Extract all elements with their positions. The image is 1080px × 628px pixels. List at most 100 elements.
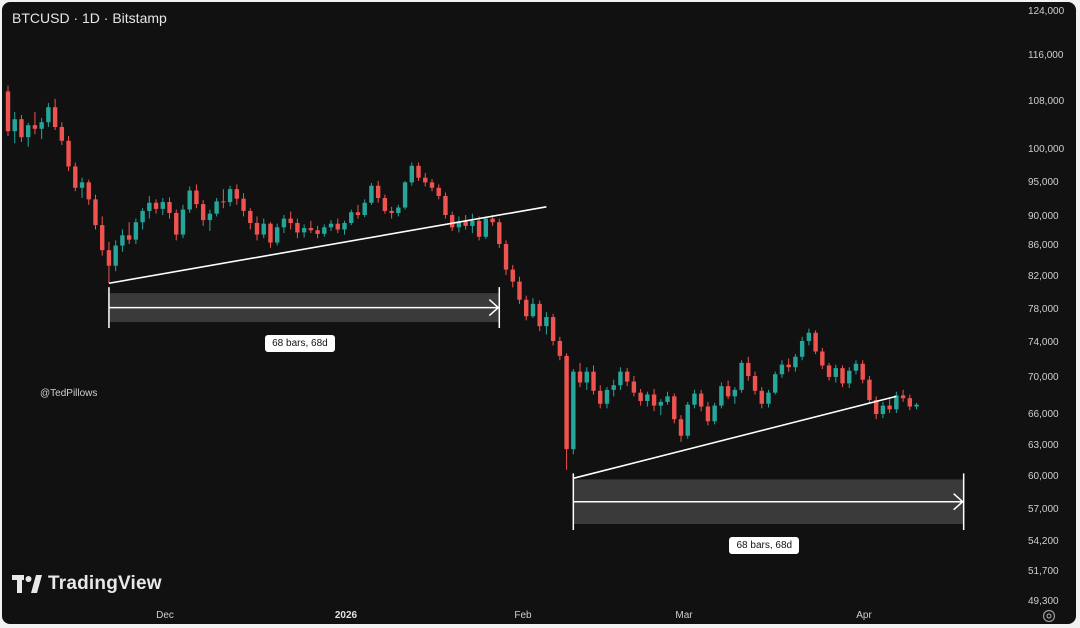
candle-up xyxy=(692,389,697,409)
range-measure-label: 68 bars, 68d xyxy=(265,335,335,353)
price-tick-label: 100,000 xyxy=(1028,144,1065,155)
candle-down xyxy=(59,122,65,145)
chart-title: BTCUSD · 1D · Bitstamp xyxy=(12,10,167,26)
candle-down xyxy=(476,216,482,241)
candle-down xyxy=(86,179,91,205)
author-handle: @TedPillows xyxy=(40,388,98,399)
price-tick-label: 78,000 xyxy=(1028,304,1059,315)
price-tick-label: 108,000 xyxy=(1028,96,1065,107)
candle-up xyxy=(187,186,192,213)
candle-up xyxy=(853,360,859,375)
candle-down xyxy=(651,388,657,412)
candle-up xyxy=(847,367,852,389)
candle-down xyxy=(73,162,78,192)
candle-down xyxy=(106,241,112,284)
candle-up xyxy=(806,328,812,346)
range-layer xyxy=(108,287,965,530)
candle-up xyxy=(160,198,165,215)
candle-down xyxy=(126,222,132,244)
candle-down xyxy=(826,362,832,381)
candle-up xyxy=(799,336,805,361)
price-tick-label: 60,000 xyxy=(1028,471,1059,482)
price-tick-label: 57,000 xyxy=(1028,504,1059,515)
candle-down xyxy=(672,393,677,424)
candle-up xyxy=(322,224,327,237)
candle-down xyxy=(19,115,24,142)
candle-up xyxy=(470,213,475,234)
candle-down xyxy=(389,206,394,219)
candle-down xyxy=(698,389,704,412)
candle-up xyxy=(530,298,536,318)
time-tick-label: Feb xyxy=(514,610,532,621)
candle-down xyxy=(907,394,913,411)
candle-down xyxy=(66,136,71,172)
candle-up xyxy=(914,402,919,410)
candle-down xyxy=(759,387,764,409)
candle-up xyxy=(261,218,266,239)
price-tick-label: 116,000 xyxy=(1028,50,1064,61)
candle-down xyxy=(268,222,273,248)
candle-down xyxy=(315,225,320,239)
candle-up xyxy=(79,177,85,198)
candle-up xyxy=(712,402,717,425)
candle-down xyxy=(900,389,906,402)
candle-up xyxy=(779,360,785,378)
candle-up xyxy=(227,185,233,207)
candle-down xyxy=(820,348,825,369)
candle-down xyxy=(335,218,340,234)
candle-up xyxy=(833,364,838,383)
candle-down xyxy=(288,211,293,230)
candle-down xyxy=(423,173,428,187)
candle-down xyxy=(497,218,502,248)
trendline-layer[interactable] xyxy=(108,206,897,480)
candle-down xyxy=(443,192,448,219)
time-tick-label: Apr xyxy=(856,610,872,621)
time-axis[interactable]: Dec 2026 Feb Mar Apr xyxy=(156,610,872,621)
candle-up xyxy=(140,208,145,230)
candle-up xyxy=(719,382,724,409)
candle-down xyxy=(550,313,556,346)
trendline[interactable] xyxy=(108,206,547,285)
price-tick-label: 70,000 xyxy=(1028,372,1059,383)
candle-down xyxy=(524,295,529,321)
candle-up xyxy=(544,312,549,335)
time-tick-label: Dec xyxy=(156,610,174,621)
tradingview-brand-text: TradingView xyxy=(48,573,162,594)
tradingview-logo-icon xyxy=(12,575,42,593)
candle-down xyxy=(167,197,172,219)
candle-down xyxy=(705,401,711,426)
candle-up xyxy=(207,209,213,231)
price-tick-label: 66,000 xyxy=(1028,409,1059,420)
price-tick-label: 90,000 xyxy=(1028,211,1059,222)
candle-up xyxy=(665,391,670,405)
candle-down xyxy=(221,189,226,209)
candle-down xyxy=(598,385,603,409)
candle-up xyxy=(281,215,287,234)
candle-down xyxy=(200,200,206,226)
candle-down xyxy=(786,358,791,372)
price-axis[interactable]: 124,000 116,000 108,000 100,000 95,000 90,000… xyxy=(1028,6,1065,607)
candle-down xyxy=(678,415,684,442)
candle-up xyxy=(611,379,616,397)
candle-up xyxy=(456,216,462,233)
price-tick-label: 63,000 xyxy=(1028,440,1059,451)
candle-up xyxy=(483,216,489,239)
candle-down xyxy=(591,365,596,395)
candle-up xyxy=(362,199,367,218)
price-tick-label: 49,300 xyxy=(1028,596,1059,607)
candle-up xyxy=(396,204,401,217)
candle-down xyxy=(840,365,845,388)
trendline[interactable] xyxy=(573,395,897,480)
candle-up xyxy=(147,195,152,219)
candle-up xyxy=(369,183,374,205)
candle-down xyxy=(517,276,522,304)
candle-down xyxy=(254,216,260,241)
candle-up xyxy=(214,198,219,217)
candle-down xyxy=(510,264,515,288)
settings-gear-icon[interactable] xyxy=(1042,609,1056,623)
candle-down xyxy=(308,220,314,234)
candle-up xyxy=(880,401,886,419)
candle-up xyxy=(766,389,771,408)
